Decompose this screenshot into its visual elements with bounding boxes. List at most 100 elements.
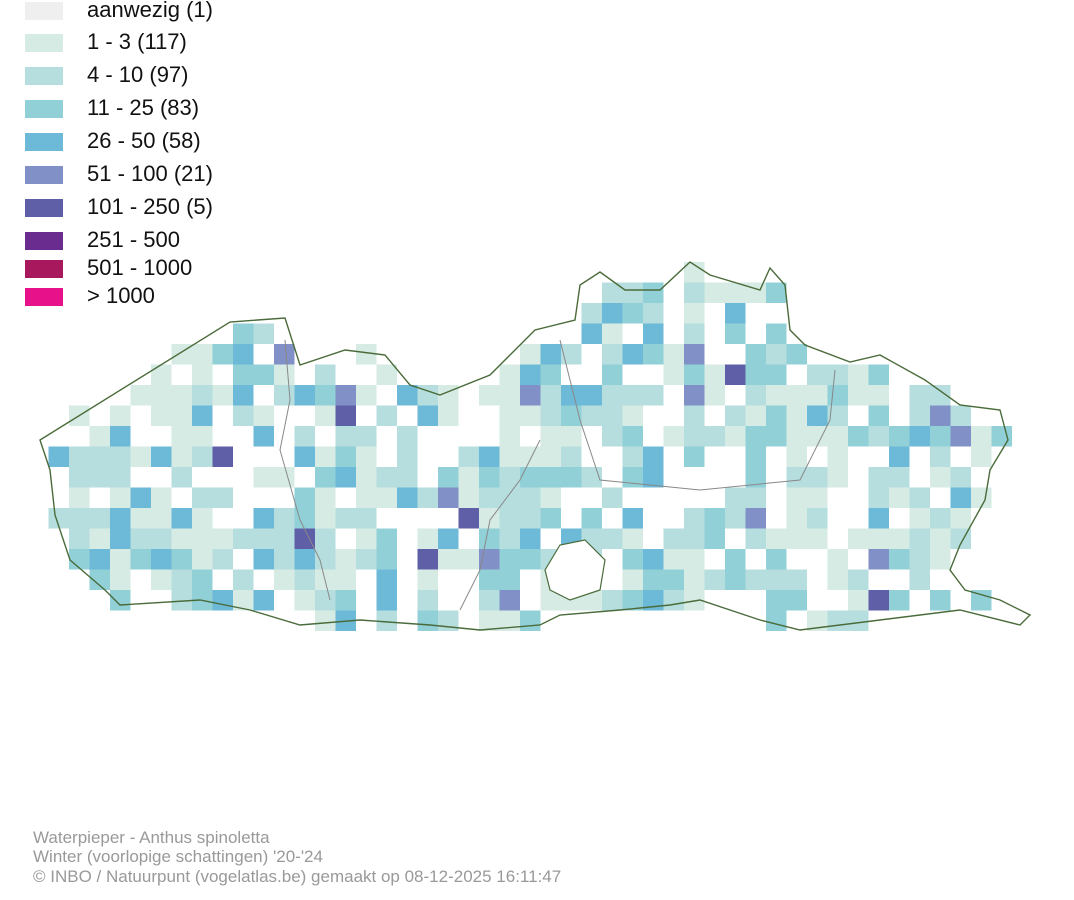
grid-cell [725, 364, 746, 385]
grid-cell [171, 508, 192, 529]
grid-cell [376, 364, 397, 385]
grid-cell [786, 446, 807, 467]
grid-cell [602, 282, 623, 303]
grid-cell [909, 569, 930, 590]
grid-cell [130, 549, 151, 570]
grid-cell [192, 405, 213, 426]
grid-cell [151, 364, 172, 385]
grid-cell [171, 528, 192, 549]
grid-cell [335, 590, 356, 611]
grid-cell [376, 467, 397, 488]
grid-cell [212, 446, 233, 467]
grid-cell [745, 344, 766, 365]
grid-cell [417, 385, 438, 406]
grid-cell [110, 487, 131, 508]
grid-cell [848, 528, 869, 549]
grid-cell [212, 549, 233, 570]
grid-cell [479, 385, 500, 406]
grid-cell [438, 405, 459, 426]
legend-label: 51 - 100 (21) [87, 161, 213, 186]
grid-cell [499, 487, 520, 508]
grid-cell [725, 405, 746, 426]
grid-cell [602, 590, 623, 611]
grid-cell [786, 487, 807, 508]
grid-cell [930, 590, 951, 611]
grid-cell [971, 487, 992, 508]
grid-cell [766, 344, 787, 365]
grid-cell [212, 487, 233, 508]
grid-cell [499, 426, 520, 447]
grid-cell [602, 528, 623, 549]
legend-swatch [25, 232, 63, 250]
grid-cell [151, 549, 172, 570]
legend-swatch [25, 199, 63, 217]
grid-cell [602, 364, 623, 385]
legend-label: aanwezig (1) [87, 0, 213, 22]
grid-cell [971, 590, 992, 611]
grid-cell [602, 344, 623, 365]
grid-cell [622, 528, 643, 549]
grid-cell [233, 590, 254, 611]
legend-label: 501 - 1000 [87, 255, 192, 280]
grid-cell [233, 569, 254, 590]
grid-cell [110, 549, 131, 570]
grid-cell [622, 385, 643, 406]
grid-cell [479, 569, 500, 590]
grid-cell [499, 446, 520, 467]
grid-cell [540, 364, 561, 385]
grid-cell [438, 467, 459, 488]
grid-cell [704, 426, 725, 447]
legend-swatch [25, 133, 63, 151]
grid-cell [376, 610, 397, 631]
grid-cell [233, 405, 254, 426]
grid-cell [499, 508, 520, 529]
grid-cell [417, 590, 438, 611]
legend-swatch [25, 260, 63, 278]
grid-cell [315, 385, 336, 406]
grid-cell [376, 487, 397, 508]
grid-cell [479, 467, 500, 488]
grid-cell [950, 487, 971, 508]
grid-cell [540, 446, 561, 467]
grid-cell [684, 364, 705, 385]
legend-label: 1 - 3 (117) [87, 29, 187, 54]
grid-cell [315, 508, 336, 529]
grid-cell [110, 569, 131, 590]
grid-cell [868, 426, 889, 447]
grid-cell [274, 344, 295, 365]
grid-cell [499, 528, 520, 549]
grid-cell [233, 364, 254, 385]
legend-swatch [25, 34, 63, 52]
grid-cell [499, 405, 520, 426]
grid-cell [171, 549, 192, 570]
grid-cell [520, 508, 541, 529]
grid-cell [151, 385, 172, 406]
grid-cell [786, 528, 807, 549]
grid-cell [561, 344, 582, 365]
grid-cell [171, 446, 192, 467]
grid-cell [458, 467, 479, 488]
grid-cell [848, 364, 869, 385]
grid-cell [868, 467, 889, 488]
grid-cell [417, 487, 438, 508]
grid-cell [356, 446, 377, 467]
grid-cell [376, 549, 397, 570]
grid-cell [315, 549, 336, 570]
grid-cell [294, 528, 315, 549]
grid-cell [745, 282, 766, 303]
grid-cell [130, 508, 151, 529]
grid-cell [581, 508, 602, 529]
grid-cell [725, 569, 746, 590]
grid-cell [315, 610, 336, 631]
grid-cell [930, 446, 951, 467]
grid-cell [397, 385, 418, 406]
grid-cell [294, 590, 315, 611]
grid-cell [663, 569, 684, 590]
grid-cell [561, 446, 582, 467]
province-border [279, 339, 331, 601]
grid-cell [745, 508, 766, 529]
grid-cell [233, 323, 254, 344]
grid-cell [622, 405, 643, 426]
